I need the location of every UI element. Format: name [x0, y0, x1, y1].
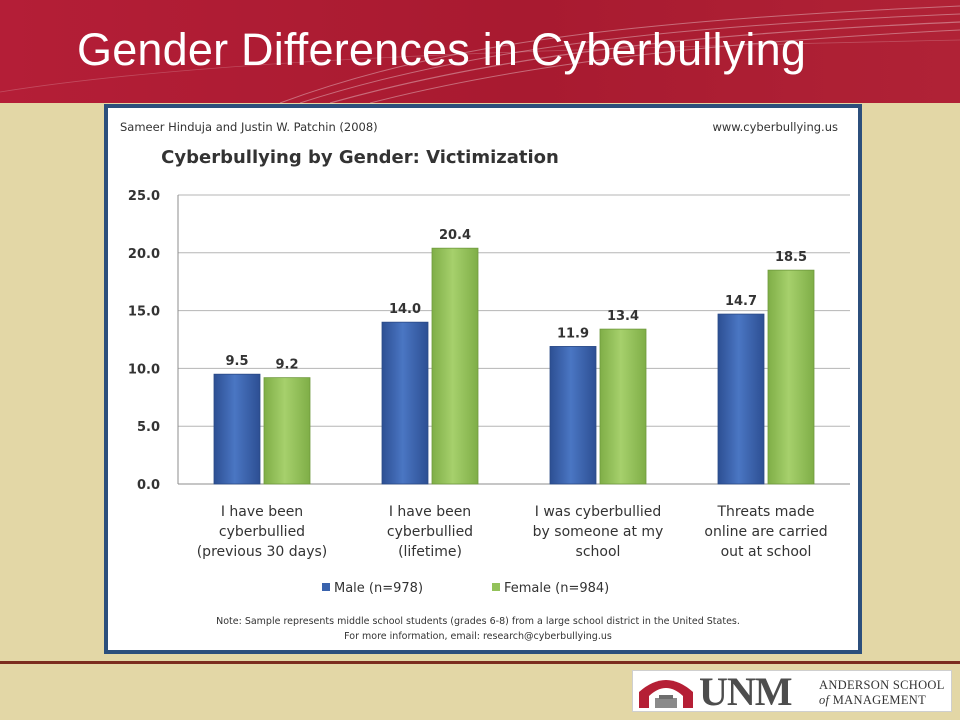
data-label-female: 9.2: [275, 358, 298, 373]
y-axis-ticks: 0.0 5.0 10.0 15.0 20.0 25.0: [128, 189, 160, 493]
x-category-line: (previous 30 days): [197, 544, 328, 560]
x-category-label: I have been cyberbullied (previous 30 days…: [197, 504, 328, 560]
data-label-male: 9.5: [225, 354, 248, 369]
bar-male: [213, 373, 261, 485]
unm-building-icon: [639, 680, 693, 708]
bar-female: [263, 377, 311, 485]
x-axis-categories: I have been cyberbullied (previous 30 days…: [197, 504, 828, 560]
x-category-line: out at school: [721, 544, 812, 560]
logo-of-word: of: [819, 693, 830, 707]
chart-contact: For more information, email: research@cy…: [344, 631, 612, 642]
slide-title: Gender Differences in Cyberbullying: [77, 24, 807, 75]
x-category-line: I have been: [389, 504, 471, 520]
x-category-line: school: [576, 544, 621, 560]
logo-school-name: ANDERSON SCHOOL: [819, 678, 945, 692]
x-category-line: (lifetime): [398, 544, 462, 560]
bottom-divider: [0, 661, 960, 664]
logo-school-subtitle: of MANAGEMENT: [819, 693, 926, 708]
x-category-line: by someone at my: [533, 524, 664, 540]
legend-label-female: Female (n=984): [504, 581, 609, 596]
x-category-label: I was cyberbullied by someone at my school: [533, 504, 664, 560]
y-tick-label: 15.0: [128, 305, 160, 320]
y-tick-label: 10.0: [128, 362, 160, 377]
bar-female: [599, 328, 647, 485]
data-label-male: 11.9: [557, 326, 589, 341]
y-tick-label: 0.0: [137, 478, 160, 493]
y-tick-label: 20.0: [128, 247, 160, 262]
legend-swatch-female: [492, 583, 500, 591]
data-label-female: 18.5: [775, 250, 807, 265]
chart-data-labels: 9.5 9.2 14.0 20.4 11.9 13.4 14.7 18.5: [225, 228, 807, 372]
y-tick-label: 25.0: [128, 189, 160, 204]
chart-source: Sameer Hinduja and Justin W. Patchin (20…: [120, 120, 378, 134]
banner-swoosh-decoration: [0, 5, 960, 103]
x-category-line: Threats made: [716, 504, 814, 520]
x-category-label: Threats made online are carried out at sch…: [704, 504, 827, 560]
data-label-female: 13.4: [607, 309, 639, 324]
x-category-line: cyberbullied: [219, 524, 305, 540]
x-category-line: cyberbullied: [387, 524, 473, 540]
title-banner: Gender Differences in Cyberbullying: [0, 0, 960, 103]
bar-male: [381, 321, 429, 485]
data-label-male: 14.0: [389, 302, 421, 317]
data-label-female: 20.4: [439, 228, 471, 243]
bar-male: [549, 346, 597, 485]
legend-label-male: Male (n=978): [334, 581, 423, 596]
chart-website: www.cyberbullying.us: [712, 120, 838, 134]
bar-female: [767, 269, 815, 485]
data-label-male: 14.7: [725, 294, 757, 309]
x-category-line: I was cyberbullied: [535, 504, 662, 520]
chart-note: Note: Sample represents middle school st…: [216, 616, 740, 627]
logo-management-word: MANAGEMENT: [832, 693, 927, 707]
x-category-line: online are carried: [704, 524, 827, 540]
logo-unm-text: UNM: [699, 669, 793, 714]
chart-legend: Male (n=978) Female (n=984): [322, 581, 609, 596]
x-category-line: I have been: [221, 504, 303, 520]
chart-bars: [213, 247, 815, 485]
bar-female: [431, 247, 479, 485]
chart-title: Cyberbullying by Gender: Victimization: [161, 147, 559, 168]
y-tick-label: 5.0: [137, 420, 160, 435]
x-category-label: I have been cyberbullied (lifetime): [387, 504, 473, 560]
unm-anderson-logo: UNM ANDERSON SCHOOL of MANAGEMENT: [632, 670, 952, 712]
bar-chart: Sameer Hinduja and Justin W. Patchin (20…: [120, 120, 850, 642]
legend-swatch-male: [322, 583, 330, 591]
chart-frame: Sameer Hinduja and Justin W. Patchin (20…: [104, 104, 862, 654]
bar-male: [717, 313, 765, 485]
